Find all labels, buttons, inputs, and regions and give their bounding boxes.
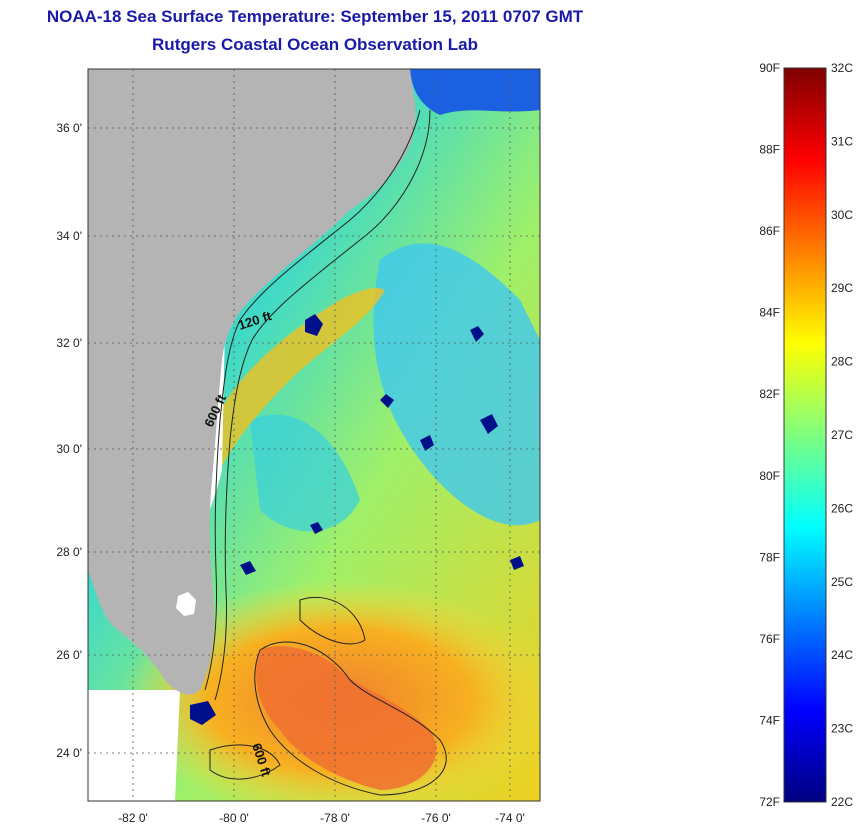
graticule — [88, 69, 540, 801]
colorbar-celsius-label: 30C — [831, 208, 853, 222]
colorbar-fahrenheit-label: 84F — [759, 306, 780, 320]
colorbar-celsius-label: 22C — [831, 795, 853, 809]
cool-water-region-2 — [250, 414, 360, 532]
gulf-stream-warm-band — [215, 288, 385, 470]
temperature-colorbar: 90F 88F 86F 84F 82F 80F 78F 76F 74F 72F 32C 31C 30C… — [759, 61, 853, 809]
colorbar-fahrenheit-label: 74F — [759, 713, 780, 727]
colorbar-fahrenheit-label: 82F — [759, 387, 780, 401]
colorbar-celsius-label: 27C — [831, 428, 853, 442]
isobath-120ft — [204, 109, 421, 691]
colorbar-celsius-label: 24C — [831, 648, 853, 662]
colorbar-celsius-label: 26C — [831, 501, 853, 515]
colorbar-fahrenheit-label: 76F — [759, 632, 780, 646]
fahrenheit-scale: 90F 88F 86F 84F 82F 80F 78F 76F 74F 72F — [759, 61, 780, 809]
isobath-600ft — [214, 109, 431, 701]
land-mass — [88, 69, 416, 695]
cool-water-region — [373, 243, 540, 526]
lon-tick-label: -80 0' — [219, 811, 249, 825]
colorbar-fahrenheit-label: 90F — [759, 61, 780, 75]
cold-northeast-water — [410, 69, 540, 115]
sst-map: 36 0' 34 0' 32 0' 30 0' 28 0' 26 0' 24 0… — [56, 68, 541, 825]
colorbar-celsius-label: 28C — [831, 355, 853, 369]
colorbar-fahrenheit-label: 86F — [759, 224, 780, 238]
lat-tick-label: 34 0' — [56, 229, 82, 243]
colorbar-fahrenheit-label: 72F — [759, 795, 780, 809]
lat-tick-label: 36 0' — [56, 121, 82, 135]
lon-tick-label: -78 0' — [320, 811, 350, 825]
colorbar-gradient — [783, 67, 827, 803]
lon-tick-label: -74 0' — [495, 811, 525, 825]
cloud-mask-south — [88, 690, 180, 801]
hot-bahamas-bank — [256, 646, 437, 790]
colorbar-fahrenheit-label: 80F — [759, 469, 780, 483]
lat-tick-label: 32 0' — [56, 336, 82, 350]
colorbar-celsius-label: 29C — [831, 281, 853, 295]
colorbar-fahrenheit-label: 78F — [759, 550, 780, 564]
lat-tick-label: 28 0' — [56, 545, 82, 559]
lat-tick-label: 26 0' — [56, 648, 82, 662]
lon-tick-label: -76 0' — [421, 811, 451, 825]
lake-okeechobee — [176, 592, 196, 616]
celsius-scale: 32C 31C 30C 29C 28C 27C 26C 25C 24C 23C 22C — [831, 61, 853, 809]
colorbar-celsius-label: 31C — [831, 134, 853, 148]
map-frame — [87, 68, 541, 802]
lat-tick-label: 24 0' — [56, 746, 82, 760]
lon-tick-label: -82 0' — [118, 811, 148, 825]
map-title: NOAA-18 Sea Surface Temperature: Septemb… — [46, 7, 584, 26]
colorbar-celsius-label: 25C — [831, 575, 853, 589]
lat-tick-label: 30 0' — [56, 442, 82, 456]
map-subtitle: Rutgers Coastal Ocean Observation Lab — [152, 35, 478, 54]
colorbar-celsius-label: 23C — [831, 722, 853, 736]
colorbar-fahrenheit-label: 88F — [759, 143, 780, 157]
colorbar-celsius-label: 32C — [831, 61, 853, 75]
